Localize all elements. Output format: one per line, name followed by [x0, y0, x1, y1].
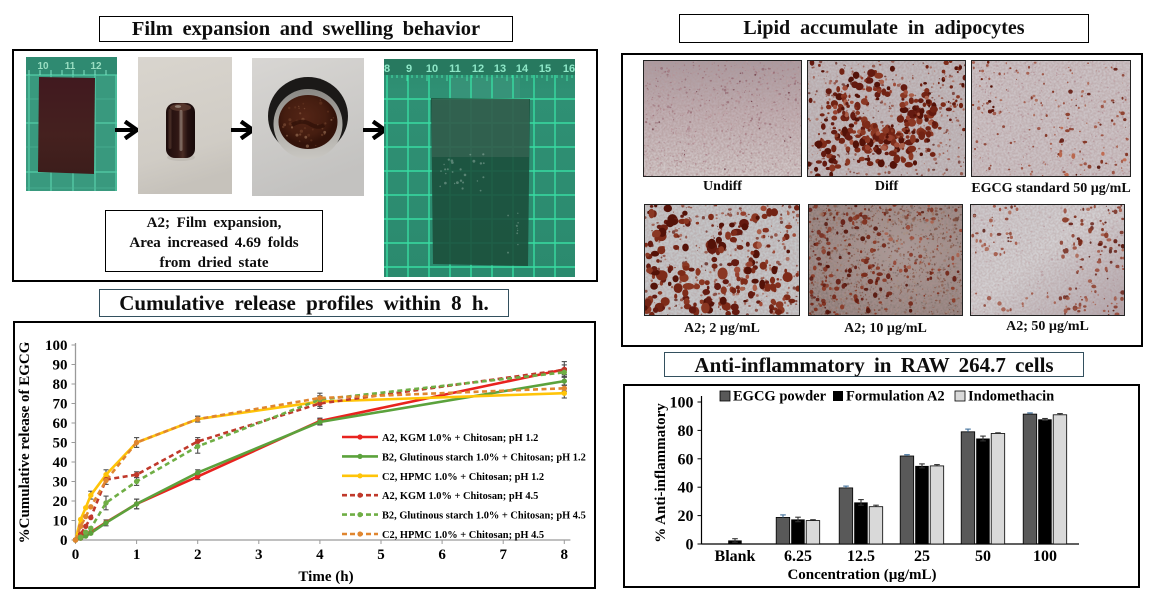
svg-text:A2, KGM 1.0% + Chitosan; pH 1.: A2, KGM 1.0% + Chitosan; pH 1.2: [382, 433, 538, 444]
svg-text:B2, Glutinous starch 1.0% + Ch: B2, Glutinous starch 1.0% + Chitosan; pH…: [382, 452, 586, 463]
svg-text:7: 7: [499, 547, 507, 563]
svg-text:10: 10: [53, 514, 68, 530]
svg-text:0: 0: [60, 533, 68, 549]
svg-text:10: 10: [37, 61, 49, 72]
svg-text:5: 5: [377, 547, 385, 563]
svg-text:B2, Glutinous starch 1.0% + Ch: B2, Glutinous starch 1.0% + Chitosan; pH…: [382, 511, 586, 522]
svg-text:11: 11: [65, 61, 76, 72]
svg-text:10: 10: [426, 63, 438, 75]
svg-text:60: 60: [53, 416, 68, 432]
svg-text:8: 8: [561, 547, 569, 563]
svg-text:80: 80: [53, 377, 68, 393]
svg-text:15: 15: [539, 63, 551, 75]
svg-text:C2, HPMC 1.0% + Chitosan; pH 4: C2, HPMC 1.0% + Chitosan; pH 4.5: [382, 530, 544, 541]
svg-text:8: 8: [384, 63, 390, 75]
svg-text:11: 11: [449, 63, 461, 75]
svg-text:3: 3: [255, 547, 262, 563]
svg-text:1: 1: [133, 547, 141, 563]
svg-text:A2, KGM 1.0% + Chitosan; pH 4.: A2, KGM 1.0% + Chitosan; pH 4.5: [382, 491, 538, 502]
svg-text:50: 50: [53, 436, 68, 452]
svg-text:20: 20: [53, 494, 68, 510]
svg-text:100: 100: [45, 338, 68, 354]
svg-text:14: 14: [516, 63, 529, 75]
svg-text:6: 6: [438, 547, 446, 563]
svg-text:12: 12: [472, 63, 484, 75]
svg-text:4: 4: [316, 547, 324, 563]
svg-text:40: 40: [53, 455, 68, 471]
svg-text:C2, HPMC 1.0% + Chitosan; pH 1: C2, HPMC 1.0% + Chitosan; pH 1.2: [382, 472, 544, 483]
svg-text:30: 30: [53, 475, 68, 491]
svg-text:16: 16: [563, 63, 575, 75]
svg-text:9: 9: [406, 63, 412, 75]
svg-text:70: 70: [53, 397, 68, 413]
svg-text:Time (h): Time (h): [298, 569, 353, 585]
svg-text:2: 2: [194, 547, 202, 563]
svg-text:%Cumulative release of EGCG: %Cumulative release of EGCG: [17, 341, 33, 543]
svg-text:90: 90: [53, 358, 68, 374]
svg-text:13: 13: [494, 63, 506, 75]
svg-text:12: 12: [90, 61, 102, 72]
svg-text:0: 0: [72, 547, 80, 563]
